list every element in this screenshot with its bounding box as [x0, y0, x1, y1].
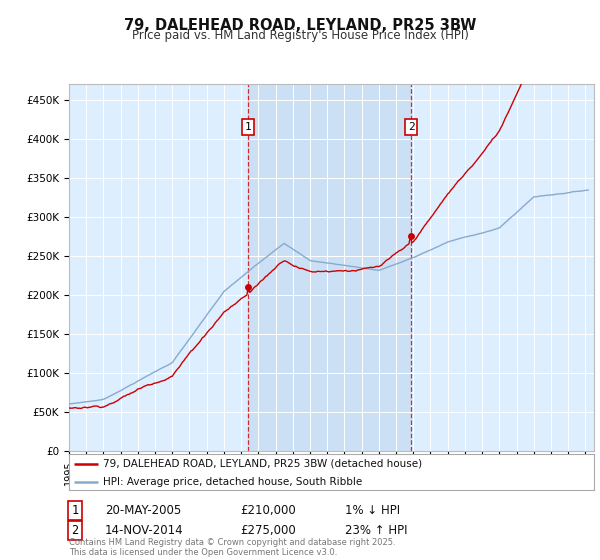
Text: £210,000: £210,000 — [240, 504, 296, 517]
Text: 79, DALEHEAD ROAD, LEYLAND, PR25 3BW: 79, DALEHEAD ROAD, LEYLAND, PR25 3BW — [124, 18, 476, 33]
Bar — [248, 84, 411, 451]
Text: 14-NOV-2014: 14-NOV-2014 — [105, 524, 184, 537]
Text: 79, DALEHEAD ROAD, LEYLAND, PR25 3BW (detached house): 79, DALEHEAD ROAD, LEYLAND, PR25 3BW (de… — [103, 459, 422, 469]
Text: Price paid vs. HM Land Registry's House Price Index (HPI): Price paid vs. HM Land Registry's House … — [131, 29, 469, 42]
Text: 2: 2 — [407, 122, 415, 132]
Text: 1: 1 — [71, 504, 79, 517]
Text: £275,000: £275,000 — [240, 524, 296, 537]
Text: 1: 1 — [244, 122, 251, 132]
Text: 1% ↓ HPI: 1% ↓ HPI — [345, 504, 400, 517]
Text: HPI: Average price, detached house, South Ribble: HPI: Average price, detached house, Sout… — [103, 477, 362, 487]
Text: 20-MAY-2005: 20-MAY-2005 — [105, 504, 181, 517]
Text: 23% ↑ HPI: 23% ↑ HPI — [345, 524, 407, 537]
Text: 2: 2 — [71, 524, 79, 537]
Text: Contains HM Land Registry data © Crown copyright and database right 2025.
This d: Contains HM Land Registry data © Crown c… — [69, 538, 395, 557]
